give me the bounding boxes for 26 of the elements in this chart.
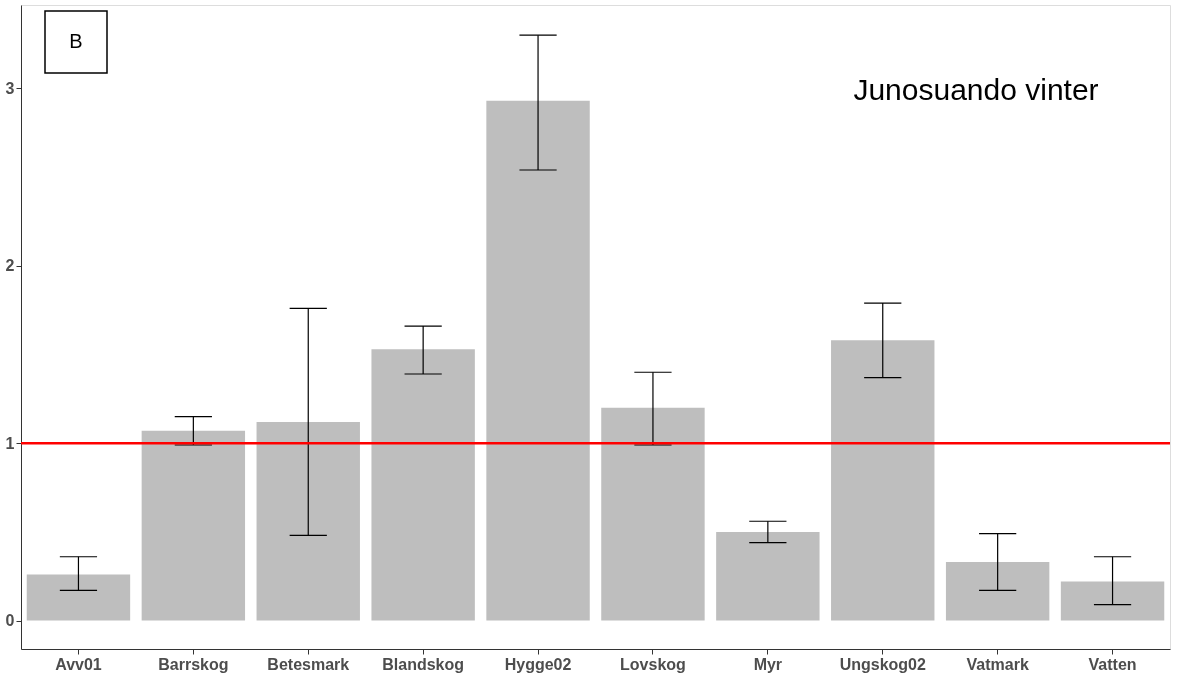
bar: [601, 407, 705, 621]
x-tick-label: Blandskog: [382, 655, 465, 673]
x-tick-label: Ungskog02: [839, 655, 926, 673]
bar: [371, 349, 475, 621]
bar: [26, 574, 131, 621]
bar: [716, 531, 820, 621]
x-tick-label: Vatmark: [966, 655, 1029, 673]
bar: [1060, 581, 1165, 621]
bar: [141, 430, 246, 621]
x-tick-label: Barrskog: [158, 655, 229, 673]
y-tick-label: 3: [5, 79, 15, 97]
bar: [831, 340, 935, 621]
x-tick-label: Hygge02: [504, 655, 572, 673]
y-tick-label: 0: [5, 612, 15, 630]
bar: [486, 100, 590, 621]
bar: [945, 562, 1050, 621]
x-tick-label: Betesmark: [267, 655, 350, 673]
x-tick-label: Myr: [753, 655, 783, 673]
y-tick-label: 2: [5, 257, 15, 275]
x-tick-label: Avv01: [55, 655, 102, 673]
bar: [256, 421, 360, 621]
x-tick-label: Lovskog: [620, 655, 686, 673]
annotation: B: [69, 30, 83, 52]
annotation: Junosuando vinter: [853, 73, 1099, 106]
y-tick-label: 1: [5, 434, 15, 452]
x-tick-label: Vatten: [1088, 655, 1137, 673]
